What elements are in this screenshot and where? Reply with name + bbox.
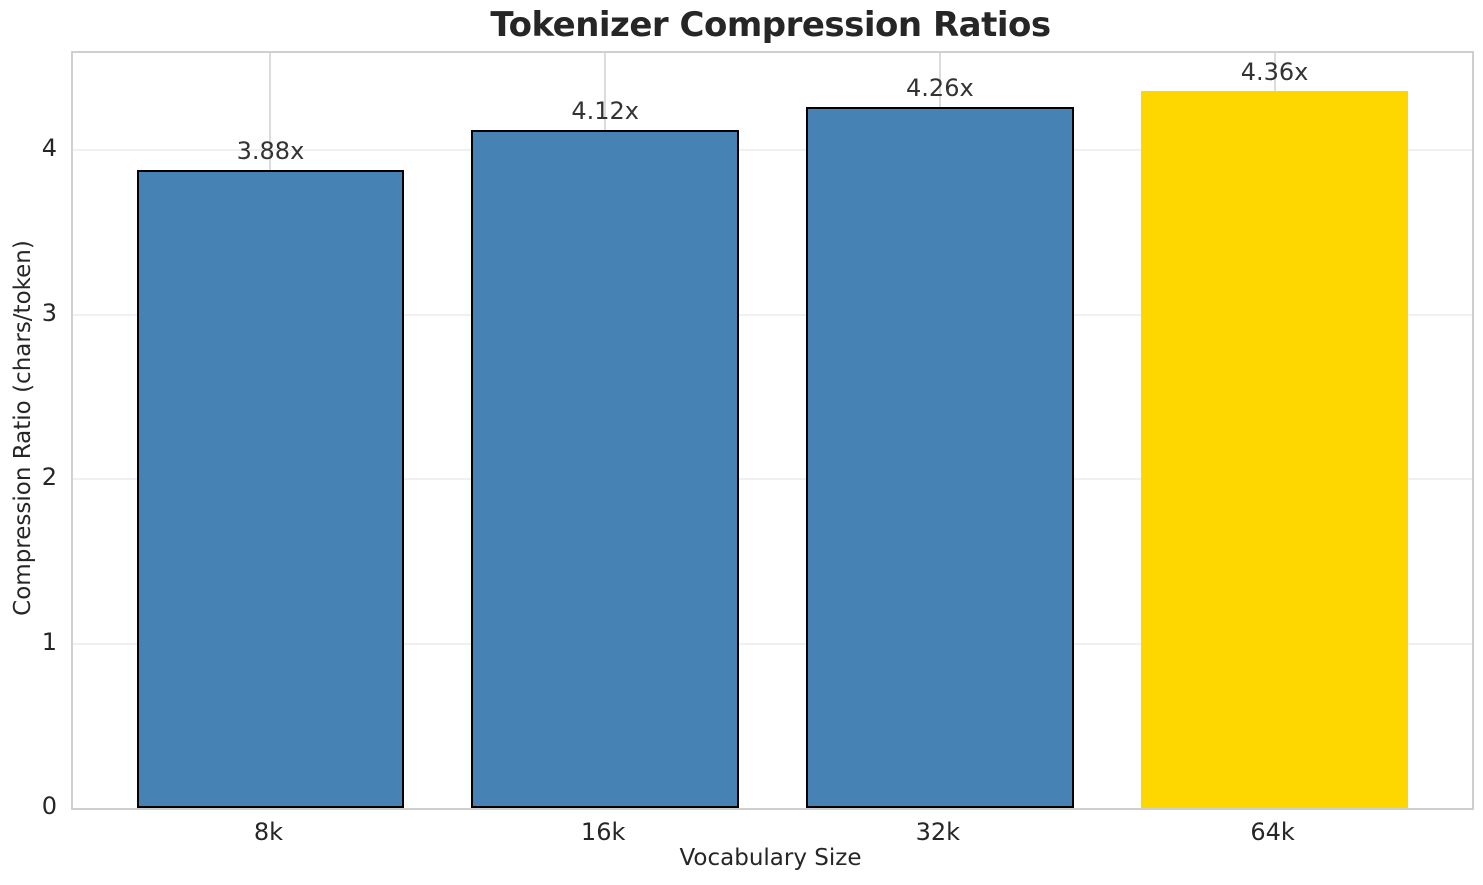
y-tick-label-0: 0 bbox=[41, 792, 57, 820]
y-tick-label-3: 3 bbox=[41, 298, 57, 327]
x-axis-label: Vocabulary Size bbox=[679, 845, 862, 871]
chart-title: Tokenizer Compression Ratios bbox=[490, 5, 1051, 45]
bar-value-label-16k: 4.12x bbox=[571, 97, 639, 126]
y-tick-label-4: 4 bbox=[41, 134, 57, 163]
bar-value-label-64k: 4.36x bbox=[1240, 57, 1309, 86]
bar-32k bbox=[805, 107, 1074, 808]
bar-value-label-32k: 4.26x bbox=[906, 74, 974, 103]
h-gridline-y3 bbox=[73, 313, 1472, 316]
bar-64k bbox=[1140, 90, 1409, 808]
bar-value-label-8k: 3.88x bbox=[236, 136, 305, 165]
x-tick-label-8k: 8k bbox=[253, 818, 284, 846]
h-gridline-y1 bbox=[73, 642, 1472, 645]
x-tick-label-32k: 32k bbox=[915, 818, 961, 846]
y-axis-label: Compression Ratio (chars/token) bbox=[10, 240, 36, 616]
h-gridline-y4 bbox=[73, 149, 1472, 152]
x-tick-label-16k: 16k bbox=[580, 818, 626, 846]
y-tick-label-2: 2 bbox=[41, 463, 57, 492]
h-gridline-y2 bbox=[73, 478, 1472, 481]
bar-8k bbox=[136, 169, 405, 808]
x-tick-label-64k: 64k bbox=[1250, 818, 1295, 846]
plot-area: 3.88x 4.12x 4.26x 4.36x bbox=[71, 51, 1474, 810]
bar-16k bbox=[471, 130, 740, 808]
y-tick-label-1: 1 bbox=[41, 627, 57, 656]
